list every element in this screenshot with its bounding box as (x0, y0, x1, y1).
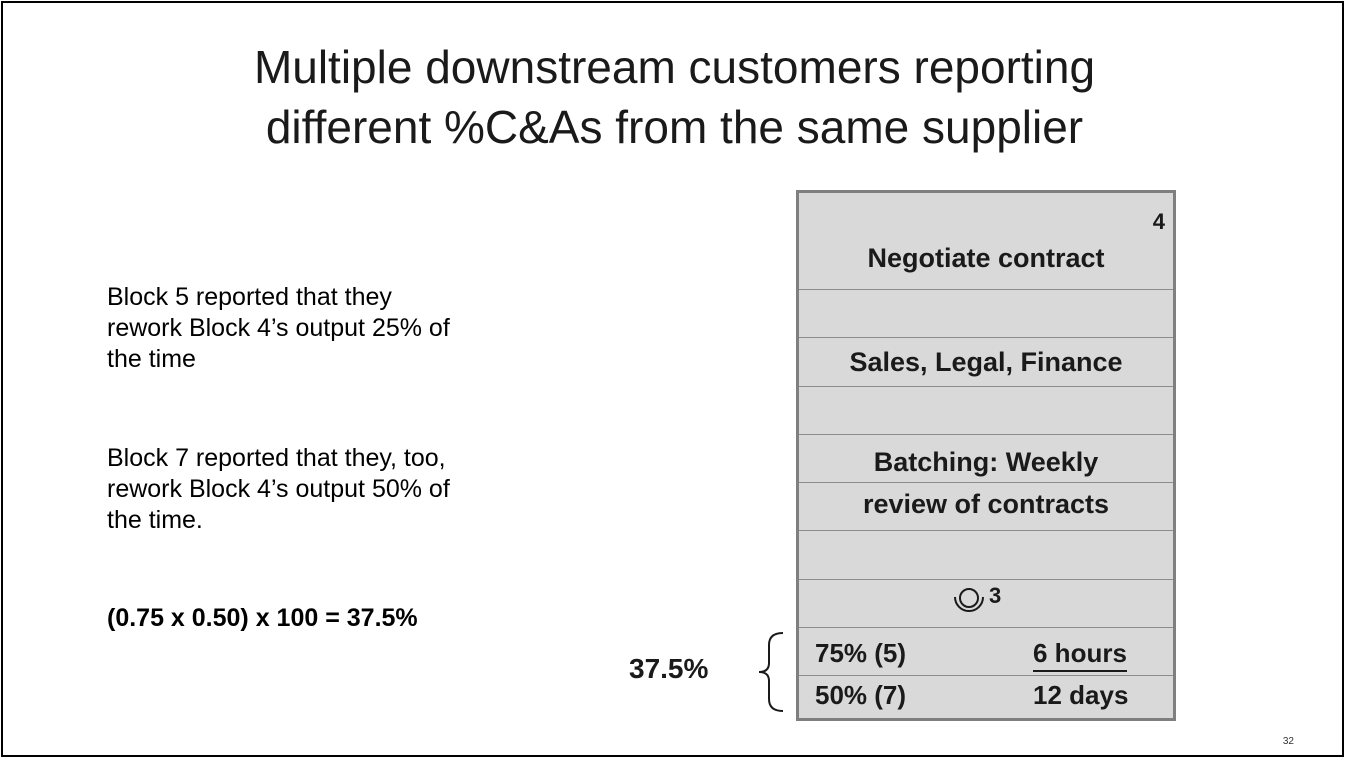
people-count: 3 (989, 583, 1002, 608)
pca-value: 75% (5) (815, 638, 907, 668)
batching-label-2: review of contracts (862, 489, 1110, 519)
empty-row (799, 387, 1173, 435)
paragraph-line: rework Block 4’s output 25% of (107, 314, 450, 342)
empty-row (799, 531, 1173, 580)
person-icon (954, 588, 984, 612)
process-time: 6 hours (1033, 638, 1127, 672)
process-block: 4 Negotiate contract Sales, Legal, Finan… (796, 190, 1176, 721)
slide-title: Multiple downstream customers reporting … (3, 37, 1346, 157)
title-line-1: Multiple downstream customers reporting (253, 41, 1096, 93)
title-line-2: different %C&As from the same supplier (265, 101, 1084, 153)
pca-value: 50% (7) (815, 680, 907, 710)
paragraph-block-5: Block 5 reported that they rework Block … (107, 282, 450, 375)
rolled-pca-label: 37.5% (629, 653, 709, 684)
functions-label: Sales, Legal, Finance (849, 347, 1123, 377)
paragraph-block-7: Block 7 reported that they, too, rework … (107, 443, 450, 536)
batching-row-2: review of contracts (799, 483, 1173, 531)
batching-row-1: Batching: Weekly (799, 435, 1173, 483)
functions-row: Sales, Legal, Finance (799, 338, 1173, 387)
lead-time: 12 days (1033, 680, 1129, 710)
batching-label-1: Batching: Weekly (873, 447, 1099, 477)
paragraph-line: the time (107, 345, 196, 373)
metrics-row-2: 50% (7) 12 days (799, 676, 1173, 718)
block-number: 4 (1152, 209, 1165, 234)
formula: (0.75 x 0.50) x 100 = 37.5% (107, 604, 418, 632)
empty-row (799, 290, 1173, 338)
paragraph-line: Block 5 reported that they (107, 283, 392, 311)
page-number: 32 (1282, 736, 1294, 747)
paragraph-line: rework Block 4’s output 50% of (107, 475, 450, 503)
process-name: Negotiate contract (867, 243, 1105, 273)
paragraph-line: Block 7 reported that they, too, (107, 444, 446, 472)
people-row: 3 (799, 580, 1173, 628)
metrics-row-1: 75% (5) 6 hours (799, 628, 1173, 676)
curly-brace-icon (758, 632, 784, 712)
block-header-row: 4 Negotiate contract (799, 193, 1173, 290)
paragraph-line: the time. (107, 506, 203, 534)
